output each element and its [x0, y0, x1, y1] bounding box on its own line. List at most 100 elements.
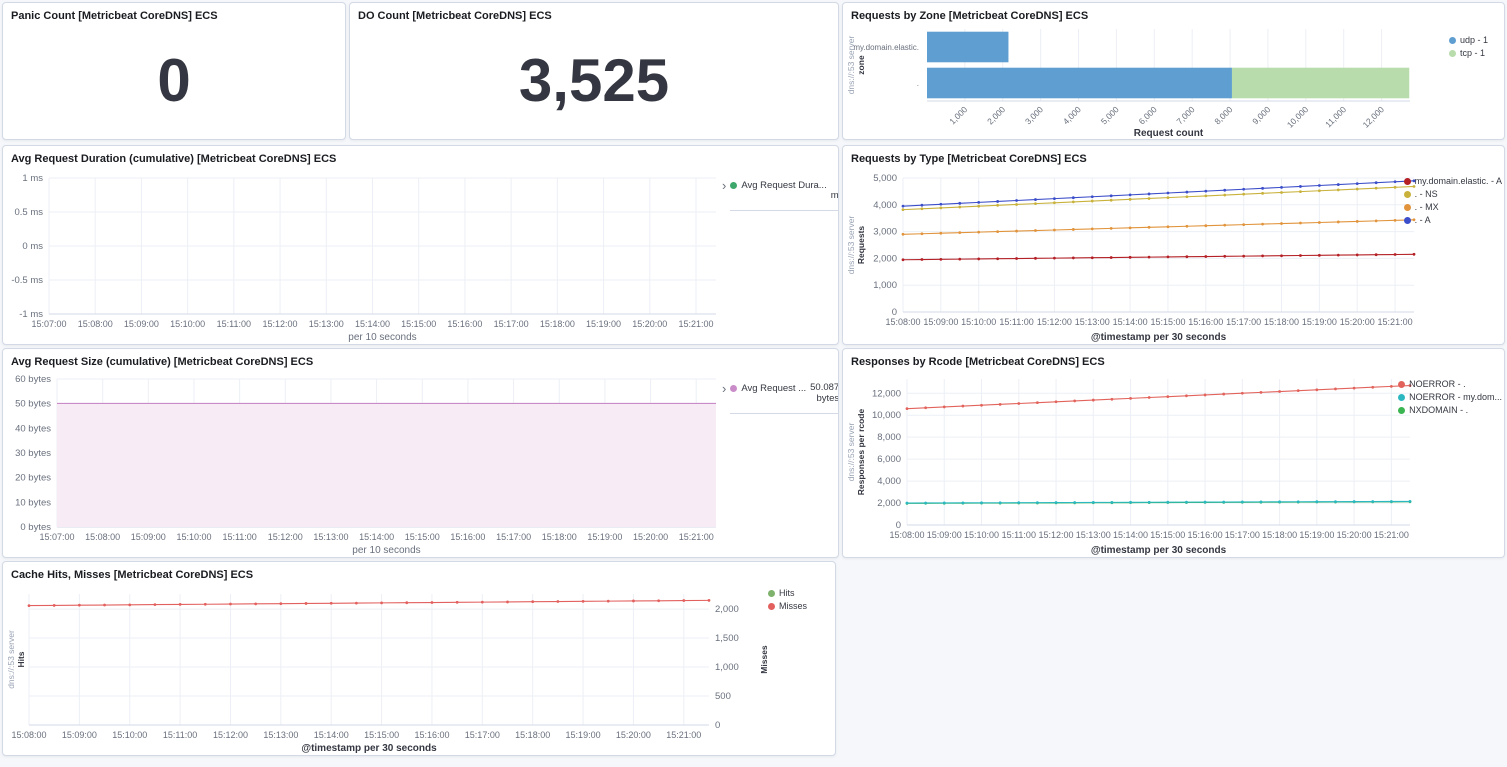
legend-item[interactable]: my.domain.elastic. - A — [1403, 176, 1502, 186]
svg-text:15:15:00: 15:15:00 — [405, 532, 440, 542]
svg-text:60 bytes: 60 bytes — [15, 374, 51, 385]
svg-text:6,000: 6,000 — [877, 454, 901, 465]
svg-text:5,000: 5,000 — [873, 173, 897, 184]
panel-do-count: DO Count [Metricbeat CoreDNS] ECS 3,525 — [349, 2, 839, 140]
svg-text:15:07:00: 15:07:00 — [39, 532, 74, 542]
legend-item[interactable]: Avg Request Dura...0ms — [730, 180, 839, 211]
svg-text:15:17:00: 15:17:00 — [465, 730, 500, 740]
svg-text:30 bytes: 30 bytes — [15, 448, 51, 459]
panel-title-avg-request-duration: Avg Request Duration (cumulative) [Metri… — [11, 153, 337, 165]
svg-text:15:20:00: 15:20:00 — [616, 730, 651, 740]
svg-text:15:17:00: 15:17:00 — [1226, 317, 1261, 327]
svg-text:1 ms: 1 ms — [22, 173, 43, 184]
requests-by-zone-chart[interactable]: 1,000 2,000 3,000 4,000 5,000 6,000 7,000 8,000… — [843, 25, 1504, 139]
svg-text:@timestamp per 30 seconds: @timestamp per 30 seconds — [1091, 545, 1227, 556]
legend-item[interactable]: Avg Request ... 50.087 bytes — [730, 382, 838, 414]
legend-item[interactable]: NOERROR - my.dom... — [1398, 392, 1502, 402]
legend-item[interactable]: NOERROR - . — [1398, 379, 1502, 389]
legend-label: NOERROR - . — [1409, 379, 1466, 389]
svg-text:15:18:00: 15:18:00 — [1264, 317, 1299, 327]
svg-text:15:20:00: 15:20:00 — [633, 532, 668, 542]
svg-text:15:16:00: 15:16:00 — [447, 319, 482, 329]
panel-title-avg-request-size: Avg Request Size (cumulative) [Metricbea… — [11, 356, 314, 368]
legend-color-dot — [1403, 177, 1411, 185]
cache-hits-misses-chart[interactable]: 15:08:00 15:09:00 15:10:00 15:11:00 15:12:00… — [3, 584, 835, 755]
legend-color-dot — [1448, 36, 1456, 44]
legend-label: . - NS — [1414, 189, 1438, 199]
panel-requests-by-zone: Requests by Zone [Metricbeat CoreDNS] EC… — [842, 2, 1505, 140]
svg-text:15:20:00: 15:20:00 — [1340, 317, 1375, 327]
svg-text:15:12:00: 15:12:00 — [263, 319, 298, 329]
legend-item[interactable]: . - NS — [1403, 189, 1502, 199]
legend-label: Avg Request ... — [741, 383, 807, 394]
legend-collapse-icon[interactable]: › — [722, 178, 727, 193]
panel-title-cache-hits-misses: Cache Hits, Misses [Metricbeat CoreDNS] … — [11, 569, 254, 581]
legend-label: NXDOMAIN - . — [1409, 405, 1469, 415]
svg-text:15:20:00: 15:20:00 — [1337, 530, 1372, 540]
svg-text:50 bytes: 50 bytes — [15, 399, 51, 410]
legend-item[interactable]: NXDOMAIN - . — [1398, 405, 1502, 415]
svg-text:15:19:00: 15:19:00 — [1299, 530, 1334, 540]
legend-label: . - A — [1414, 215, 1431, 225]
svg-text:15:09:00: 15:09:00 — [62, 730, 97, 740]
svg-text:0.5 ms: 0.5 ms — [14, 207, 43, 218]
svg-text:15:11:00: 15:11:00 — [1002, 530, 1036, 540]
do-count-value: 3,525 — [518, 46, 670, 114]
legend-item[interactable]: tcp - 1 — [1448, 48, 1488, 58]
svg-text:2,000: 2,000 — [985, 104, 1007, 126]
panel-avg-request-duration: Avg Request Duration (cumulative) [Metri… — [2, 145, 839, 345]
requests-by-type-chart[interactable]: 15:08:00 15:09:00 15:10:00 15:11:00 15:12:00… — [843, 168, 1504, 344]
legend-item[interactable]: Misses — [767, 601, 807, 611]
svg-text:20 bytes: 20 bytes — [15, 473, 51, 484]
svg-text:-1 ms: -1 ms — [19, 309, 43, 320]
legend-item[interactable]: . - MX — [1403, 202, 1502, 212]
legend-item[interactable]: . - A — [1403, 215, 1502, 225]
svg-text:2,000: 2,000 — [715, 604, 739, 615]
legend-color-dot — [1398, 393, 1406, 401]
panel-title-requests-by-type: Requests by Type [Metricbeat CoreDNS] EC… — [851, 153, 1087, 165]
responses-by-rcode-chart[interactable]: 15:08:00 15:09:00 15:10:00 15:11:00 15:12:00… — [843, 371, 1504, 557]
svg-text:3,000: 3,000 — [1023, 104, 1045, 126]
legend-value: 0ms — [830, 189, 839, 201]
svg-text:0: 0 — [892, 307, 897, 318]
legend-label: Avg Request Dura... — [741, 180, 827, 191]
svg-text:15:08:00: 15:08:00 — [11, 730, 46, 740]
svg-text:15:13:00: 15:13:00 — [263, 730, 298, 740]
svg-text:15:08:00: 15:08:00 — [78, 319, 113, 329]
panic-count-value: 0 — [157, 46, 191, 114]
legend-color-dot — [1448, 49, 1456, 57]
legend-label: Misses — [778, 601, 807, 611]
svg-text:per 10 seconds: per 10 seconds — [352, 545, 420, 556]
svg-text:15:07:00: 15:07:00 — [31, 319, 66, 329]
svg-text:15:21:00: 15:21:00 — [1378, 317, 1413, 327]
avg-request-duration-chart[interactable]: 15:07:00 15:08:00 15:09:00 15:10:00 15:11:00… — [3, 168, 838, 344]
svg-text:15:12:00: 15:12:00 — [1037, 317, 1072, 327]
svg-text:15:18:00: 15:18:00 — [1262, 530, 1297, 540]
svg-text:5,000: 5,000 — [1099, 104, 1121, 126]
svg-text:15:08:00: 15:08:00 — [889, 530, 924, 540]
svg-text:15:18:00: 15:18:00 — [540, 319, 575, 329]
svg-text:15:11:00: 15:11:00 — [217, 319, 251, 329]
panel-title-responses-by-rcode: Responses by Rcode [Metricbeat CoreDNS] … — [851, 356, 1105, 368]
legend-item[interactable]: udp - 1 — [1448, 35, 1488, 45]
svg-text:15:14:00: 15:14:00 — [355, 319, 390, 329]
legend-collapse-icon[interactable]: › — [722, 381, 727, 396]
svg-text:15:12:00: 15:12:00 — [1039, 530, 1074, 540]
svg-text:15:19:00: 15:19:00 — [587, 532, 622, 542]
svg-text:8,000: 8,000 — [1212, 104, 1234, 126]
svg-text:15:17:00: 15:17:00 — [494, 319, 529, 329]
svg-text:15:12:00: 15:12:00 — [213, 730, 248, 740]
svg-text:9,000: 9,000 — [1250, 104, 1272, 126]
svg-text:15:19:00: 15:19:00 — [1302, 317, 1337, 327]
svg-text:2,000: 2,000 — [873, 253, 897, 264]
legend-color-dot — [1398, 406, 1406, 414]
svg-text:15:21:00: 15:21:00 — [1374, 530, 1409, 540]
svg-text:15:11:00: 15:11:00 — [163, 730, 197, 740]
svg-text:10,000: 10,000 — [1285, 104, 1311, 130]
legend-item[interactable]: Hits — [767, 588, 807, 598]
svg-text:6,000: 6,000 — [1137, 104, 1159, 126]
svg-text:15:15:00: 15:15:00 — [401, 319, 436, 329]
avg-request-size-chart[interactable]: 15:07:00 15:08:00 15:09:00 15:10:00 15:11:00… — [3, 371, 838, 557]
svg-text:2,000: 2,000 — [877, 498, 901, 509]
svg-text:15:16:00: 15:16:00 — [1188, 317, 1223, 327]
